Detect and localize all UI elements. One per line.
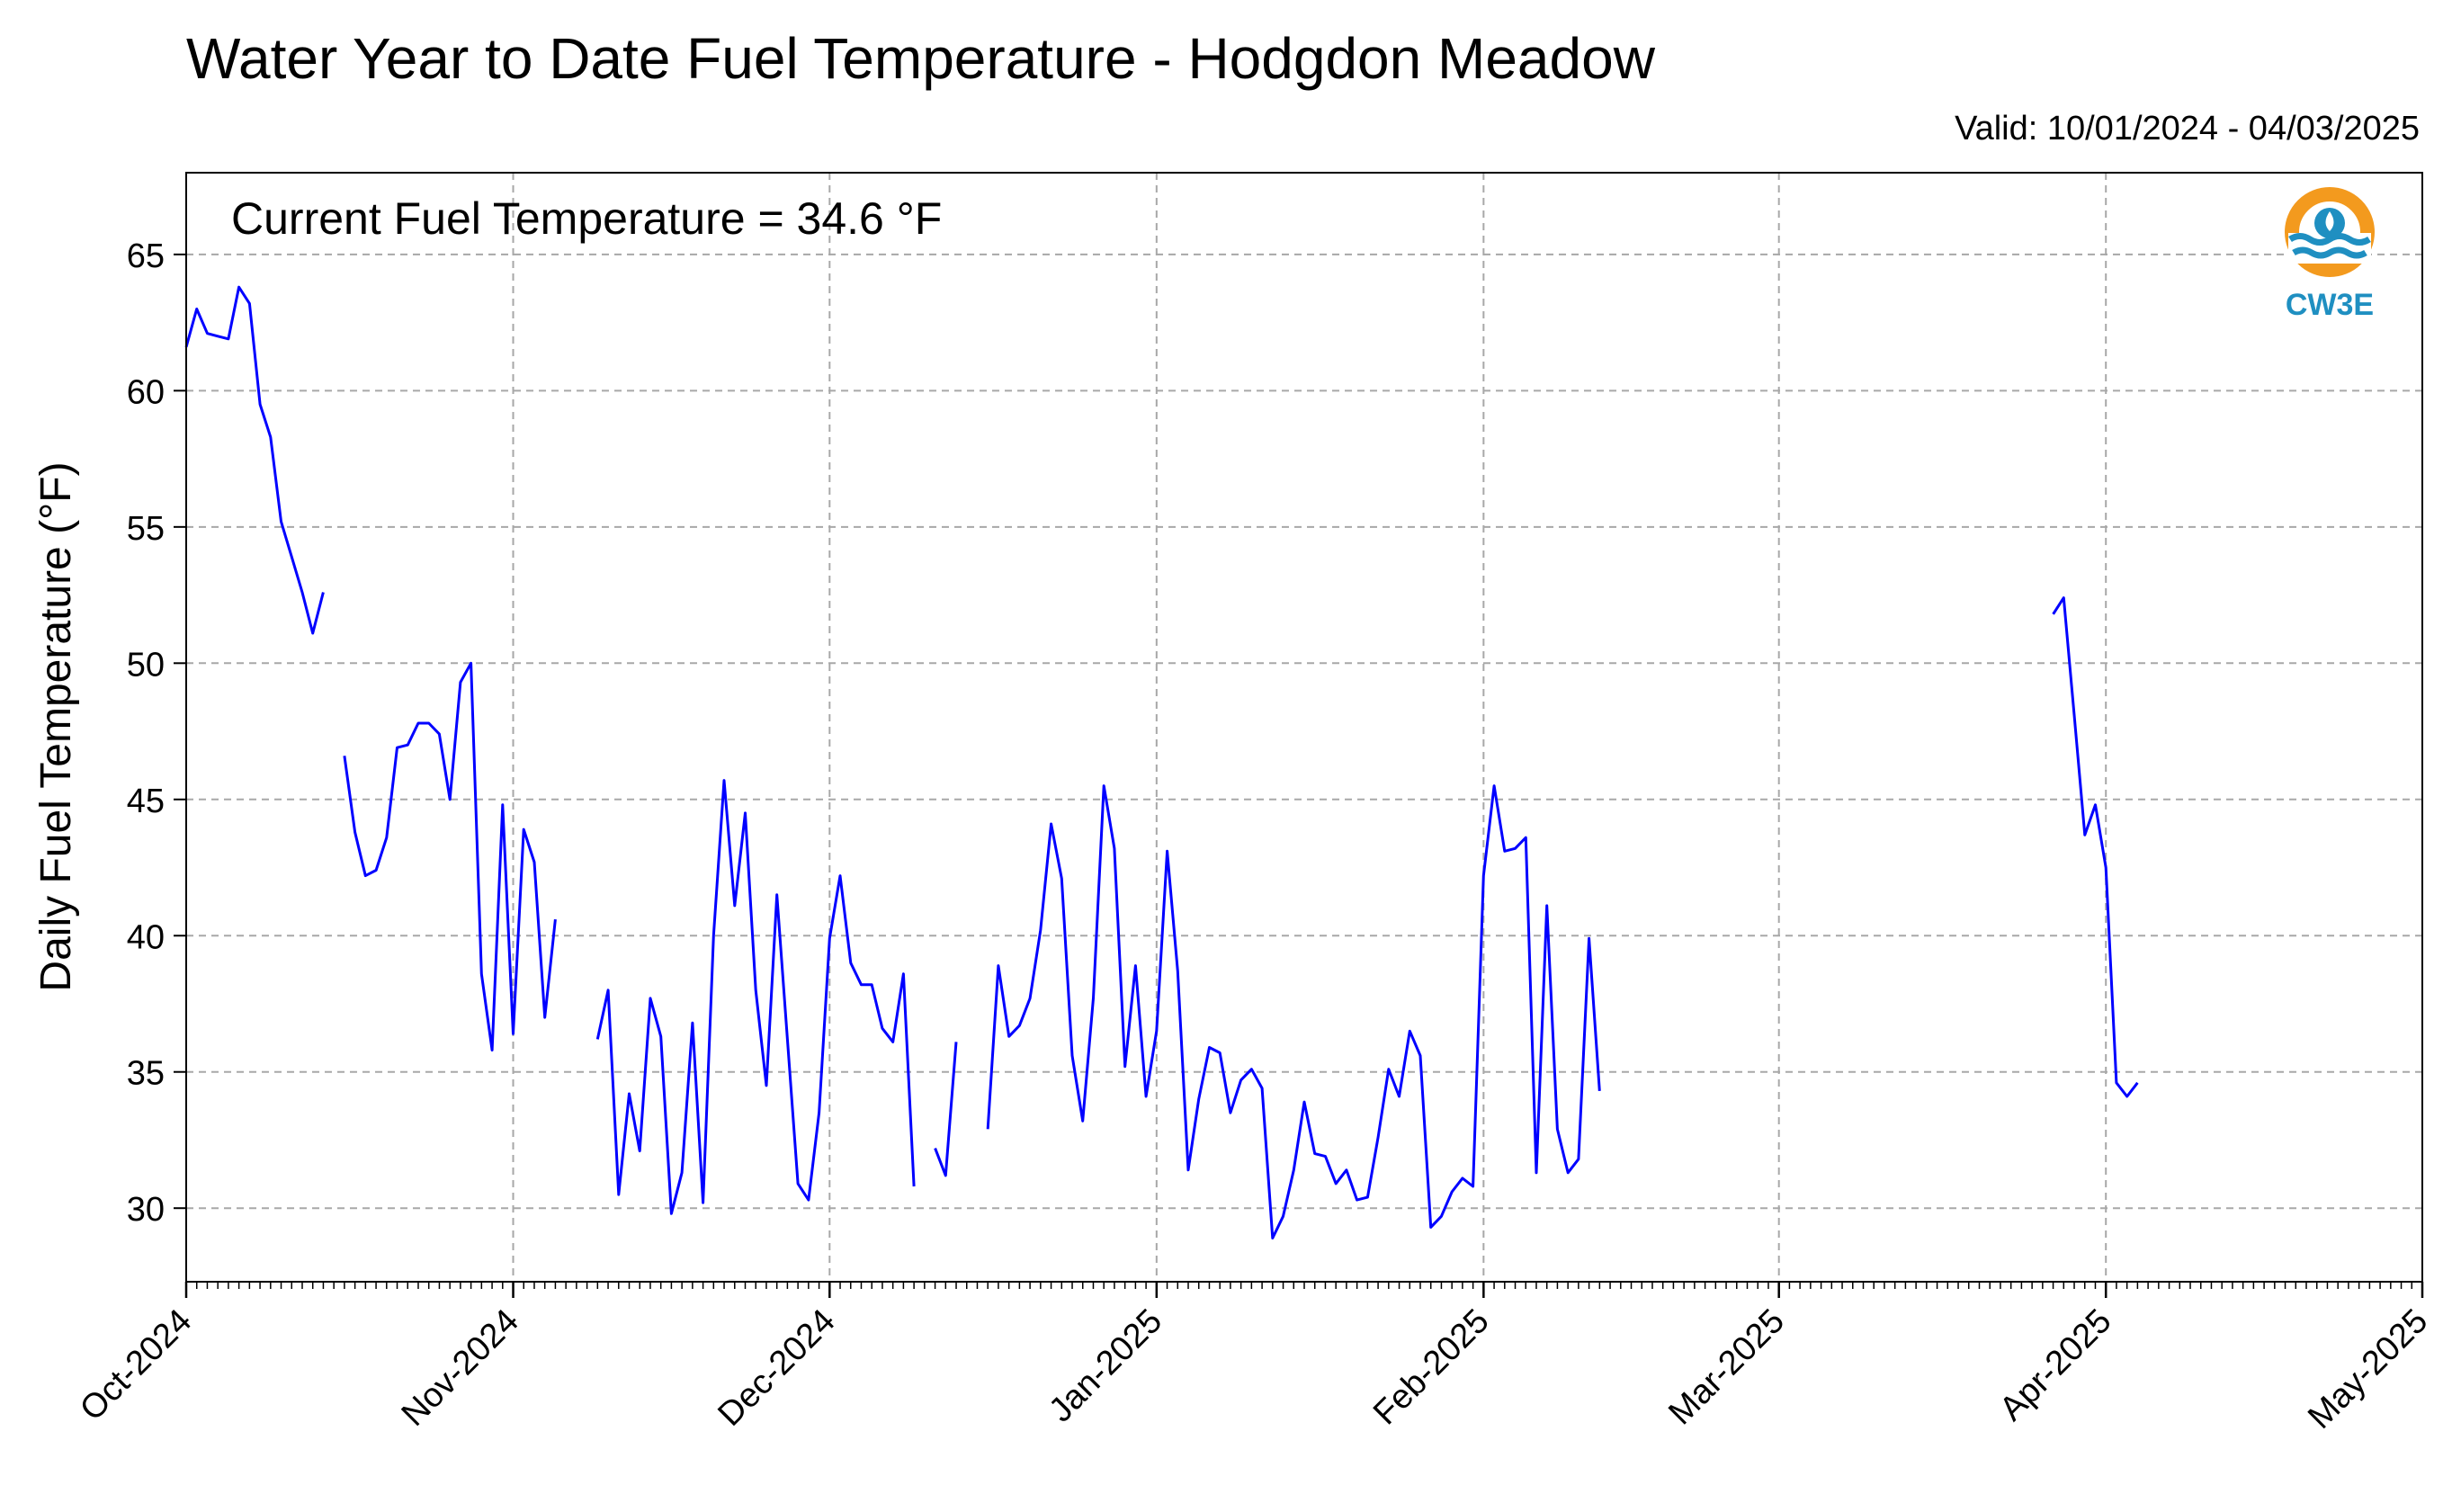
- tick-labels: 30 35 40 45 50 55 60 65 Oct-2024 Nov-2024 Dec-2024…: [73, 237, 2435, 1436]
- x-tick-label: May-2025: [2301, 1302, 2435, 1436]
- y-tick-label: 45: [127, 783, 165, 820]
- y-axis-label: Daily Fuel Temperature (°F): [32, 461, 80, 991]
- y-tick-label: 50: [127, 646, 165, 684]
- logo-text: CW3E: [2286, 288, 2374, 322]
- cw3e-logo: CW3E: [2285, 187, 2375, 322]
- x-tick-label: Nov-2024: [395, 1302, 526, 1434]
- y-tick-label: 55: [127, 510, 165, 548]
- drop-highlight-icon: [2325, 211, 2334, 231]
- x-tick-label: Jan-2025: [1042, 1302, 1169, 1430]
- fuel-temperature-line: [986, 784, 1601, 1239]
- x-tick-label: Dec-2024: [711, 1302, 842, 1434]
- chart-title: Water Year to Date Fuel Temperature - Ho…: [186, 26, 1655, 91]
- logo-wave-icon: [2288, 233, 2371, 246]
- logo-ring-icon: [2285, 187, 2375, 277]
- logo-wave-icon: [2292, 246, 2367, 259]
- fuel-temperature-line: [595, 779, 916, 1215]
- axis-ticks: [174, 253, 2424, 1298]
- y-tick-label: 35: [127, 1055, 165, 1093]
- fuel-temperature-line: [184, 285, 325, 635]
- data-series: [184, 285, 2139, 1239]
- x-tick-label: Apr-2025: [1992, 1302, 2118, 1428]
- x-tick-label: Feb-2025: [1366, 1302, 1497, 1433]
- fuel-temperature-line: [2052, 596, 2139, 1098]
- current-value-annotation: Current Fuel Temperature = 34.6 °F: [231, 193, 942, 244]
- grid-lines: [186, 173, 2422, 1282]
- y-tick-label: 65: [127, 237, 165, 275]
- x-tick-label: Mar-2025: [1661, 1302, 1792, 1433]
- plot-frame: [185, 172, 2423, 1283]
- y-tick-label: 60: [127, 373, 165, 411]
- x-tick-label: Oct-2024: [73, 1302, 199, 1428]
- valid-date-range: Valid: 10/01/2024 - 04/03/2025: [1955, 110, 2420, 148]
- y-tick-label: 30: [127, 1191, 165, 1229]
- fuel-temperature-line: [343, 661, 557, 1051]
- fuel-temperature-line: [934, 1042, 958, 1177]
- y-tick-label: 40: [127, 918, 165, 956]
